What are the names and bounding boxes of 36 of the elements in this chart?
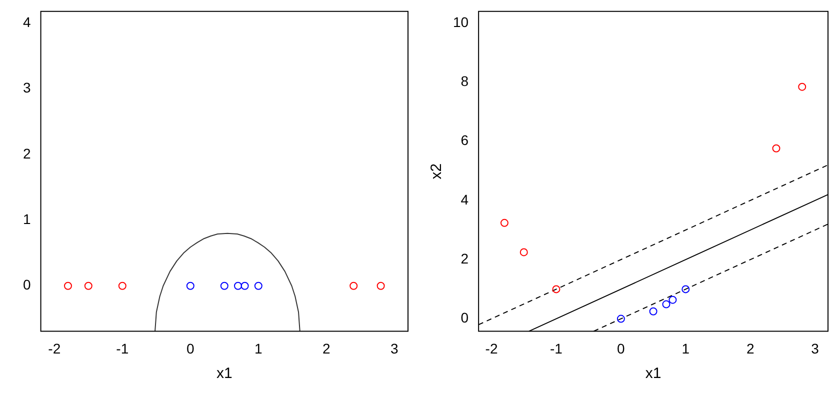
- point: [682, 285, 690, 294]
- x-tick-label: -2: [485, 340, 498, 356]
- y-tick-label: 10: [452, 14, 469, 30]
- point: [662, 300, 670, 308]
- x-tick-label: 3: [811, 340, 820, 356]
- point: [649, 307, 658, 316]
- x-tick-label: -2: [48, 340, 61, 356]
- x-tick-label: 0: [617, 340, 626, 356]
- x-axis-title: x1: [216, 365, 232, 382]
- x-tick-label: 1: [254, 340, 262, 356]
- y-tick-label: 6: [460, 132, 469, 148]
- point: [552, 285, 560, 294]
- x-tick-label: 3: [390, 340, 398, 356]
- point: [668, 296, 677, 304]
- x-tick-label: 1: [682, 340, 690, 356]
- point: [520, 248, 528, 256]
- x-tick-label: 2: [746, 340, 754, 356]
- point: [772, 144, 780, 152]
- y-tick-label: 1: [22, 211, 31, 228]
- x-tick-label: -1: [550, 340, 563, 356]
- x-tick-label: -1: [116, 340, 129, 356]
- y-tick-label: 4: [22, 14, 31, 30]
- x-tick-label: 0: [186, 340, 194, 356]
- y-tick-label: 2: [460, 250, 469, 266]
- y-axis-title: x2: [428, 163, 446, 180]
- point: [798, 82, 806, 91]
- y-tick-label: 4: [460, 191, 469, 208]
- y-tick-label: 2: [22, 145, 31, 162]
- x-tick-label: 2: [322, 340, 330, 356]
- y-tick-label: 0: [22, 276, 31, 293]
- x-axis-title: x1: [645, 365, 662, 382]
- y-tick-label: 8: [460, 72, 469, 89]
- y-tick-label: 3: [22, 80, 31, 96]
- y-tick-label: 0: [460, 310, 469, 326]
- point: [616, 314, 625, 323]
- point: [500, 218, 508, 227]
